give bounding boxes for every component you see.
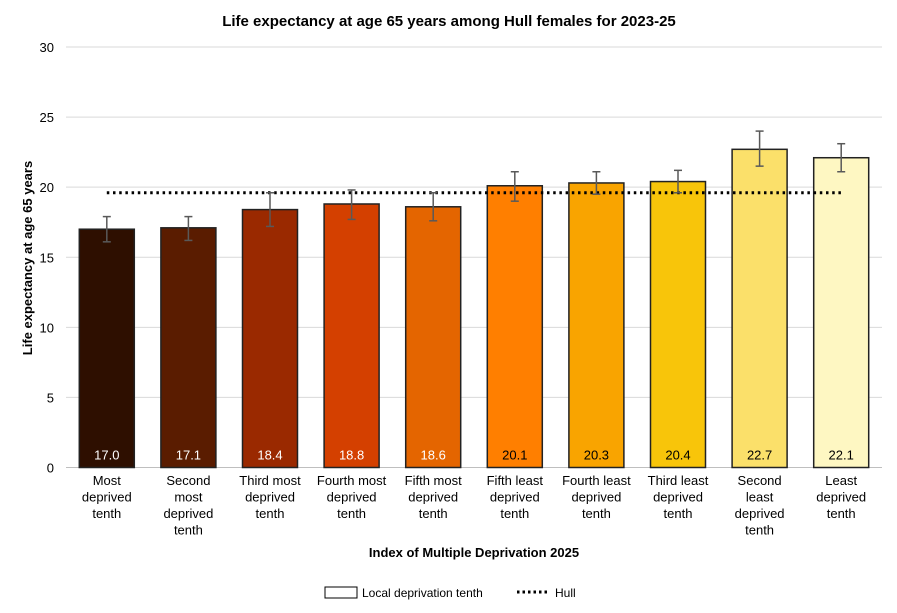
bar — [812, 156, 870, 469]
x-tick-label-line: Fifth most — [405, 473, 462, 488]
error-bar — [266, 192, 274, 228]
data-label: 17.0 — [94, 448, 119, 463]
error-bar — [837, 142, 846, 173]
x-tick-label-line: tenth — [337, 506, 366, 521]
bar — [160, 227, 217, 469]
x-tick-label-line: Second — [738, 473, 782, 488]
error-bar — [184, 215, 193, 242]
x-tick-label-line: Fourth most — [317, 473, 387, 488]
x-tick-label-line: deprived — [408, 490, 458, 505]
x-axis-label: Index of Multiple Deprivation 2025 — [369, 545, 579, 560]
x-tick-label-line: deprived — [735, 506, 785, 521]
x-tick-label: Fifth most deprived tenth — [405, 473, 462, 521]
bar — [568, 182, 625, 469]
bar — [78, 228, 136, 469]
legend-label-bars: Local deprivation tenth — [362, 586, 483, 600]
bar — [486, 185, 544, 469]
y-axis-label: Life expectancy at age 65 years — [20, 161, 35, 355]
x-tick-label-line: deprived — [653, 490, 703, 505]
bar — [649, 180, 707, 469]
data-label: 18.8 — [339, 448, 364, 463]
chart-title: Life expectancy at age 65 years among Hu… — [222, 13, 676, 30]
x-tick-label-line: tenth — [256, 506, 285, 521]
x-tick-label-line: deprived — [490, 490, 540, 505]
data-label: 22.1 — [829, 448, 854, 463]
x-tick-label-line: Third least — [648, 473, 709, 488]
x-tick-label: Second most deprived tenth — [163, 473, 213, 538]
x-tick-label-line: Second — [166, 473, 210, 488]
legend-label-hull: Hull — [555, 586, 576, 600]
x-tick-label-line: deprived — [163, 506, 213, 521]
data-label: 17.1 — [176, 448, 201, 463]
x-tick-label: Second least deprived tenth — [735, 473, 785, 538]
x-tick-label-line: tenth — [745, 523, 774, 538]
data-label: 20.4 — [665, 448, 690, 463]
x-tick-label-line: Least — [825, 473, 857, 488]
error-bar — [347, 189, 356, 221]
x-tick-label: Third least deprived tenth — [648, 473, 709, 521]
x-tick-label-line: Third most — [239, 473, 301, 488]
legend-swatch-bars — [324, 586, 358, 599]
x-tick-label-line: tenth — [174, 523, 203, 538]
x-tick-label-line: tenth — [419, 506, 448, 521]
x-tick-label-line: deprived — [82, 490, 132, 505]
x-tick-label: Most deprived tenth — [82, 473, 132, 521]
data-label: 18.6 — [421, 448, 446, 463]
y-tick-label: 10 — [40, 320, 54, 335]
x-tick-label-line: deprived — [816, 490, 866, 505]
x-tick-label: Least deprived tenth — [816, 473, 866, 521]
x-tick-label: Third most deprived tenth — [239, 473, 301, 521]
x-tick-label: Fourth most deprived tenth — [317, 473, 387, 521]
x-tick-label-line: tenth — [92, 506, 121, 521]
bar — [323, 203, 380, 469]
y-tick-label: 20 — [40, 180, 54, 195]
y-tick-label: 15 — [40, 250, 54, 265]
x-tick-label-line: tenth — [827, 506, 856, 521]
y-tick-label: 0 — [47, 461, 54, 476]
x-tick-label-line: deprived — [571, 490, 621, 505]
error-bar — [592, 170, 601, 195]
x-tick-label: Fifth least deprived tenth — [487, 473, 544, 521]
error-bar — [674, 169, 682, 194]
data-label: 20.1 — [502, 448, 527, 463]
x-tick-label-line: deprived — [327, 490, 377, 505]
legend: Local deprivation tenth Hull — [324, 586, 576, 600]
bar — [731, 148, 788, 469]
x-tick-label-line: Fourth least — [562, 473, 631, 488]
data-label: 18.4 — [257, 448, 282, 463]
x-tick-label-line: Fifth least — [487, 473, 544, 488]
y-tick-label: 5 — [47, 390, 54, 405]
y-tick-label: 30 — [40, 40, 54, 55]
x-tick-label-line: tenth — [500, 506, 529, 521]
data-label: 20.3 — [584, 448, 609, 463]
x-tick-label-line: deprived — [245, 490, 295, 505]
x-tick-label: Fourth least deprived tenth — [562, 473, 631, 521]
data-label: 22.7 — [747, 448, 772, 463]
error-bar — [102, 215, 111, 243]
x-tick-label-line: tenth — [582, 506, 611, 521]
x-tick-label-line: least — [746, 490, 774, 505]
error-bar — [429, 192, 438, 222]
x-tick-label-line: most — [174, 490, 203, 505]
error-bar — [510, 170, 519, 202]
bar — [241, 208, 299, 469]
y-tick-label: 25 — [40, 110, 54, 125]
x-tick-label-line: tenth — [664, 506, 693, 521]
error-bar — [755, 130, 764, 167]
bar — [404, 206, 462, 469]
x-tick-label-line: Most — [93, 473, 122, 488]
